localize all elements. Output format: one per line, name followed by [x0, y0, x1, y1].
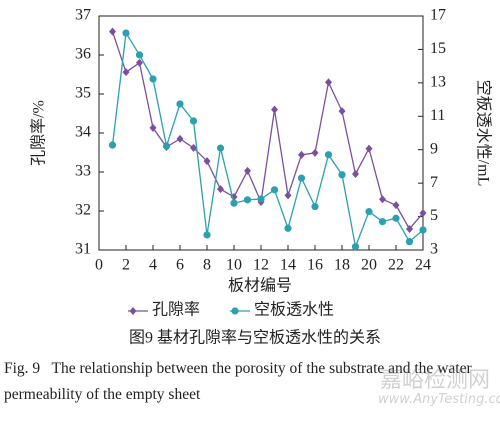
y2-tick-label: 11	[430, 107, 445, 124]
data-point	[406, 224, 413, 233]
data-point	[190, 143, 197, 152]
y-tick-label: 31	[75, 241, 91, 258]
watermark: 嘉峪检测网	[380, 368, 491, 393]
x-tick-label: 12	[253, 257, 269, 274]
y-axis-label: 孔隙率/%	[30, 100, 48, 166]
x-tick-label: 24	[415, 257, 431, 274]
data-point	[338, 107, 346, 116]
legend-label: 空板透水性	[254, 301, 334, 319]
chart: 板材编号 孔隙率/% 空板透水性/mL 图9 基材孔隙率与空板透水性的关系 31…	[30, 7, 493, 347]
y2-tick-label: 5	[430, 207, 438, 224]
data-point	[392, 201, 400, 210]
data-point	[162, 142, 171, 150]
legend-marker	[231, 307, 239, 315]
data-point	[311, 148, 319, 157]
data-point	[216, 144, 225, 152]
data-point	[271, 105, 278, 114]
data-point	[352, 169, 359, 178]
data-point	[325, 78, 332, 87]
data-point	[378, 217, 387, 226]
data-point	[244, 166, 251, 175]
data-point	[297, 174, 306, 182]
data-point	[149, 75, 157, 83]
data-point	[284, 191, 292, 200]
y2-tick-label: 17	[430, 7, 446, 24]
x-tick-label: 20	[361, 257, 377, 274]
series-line	[111, 31, 424, 231]
data-point	[203, 157, 211, 166]
x-tick-label: 22	[388, 257, 404, 274]
data-point	[284, 224, 292, 232]
legend-label: 孔隙率	[152, 301, 200, 319]
x-tick-label: 4	[149, 257, 157, 274]
y-tick-label: 32	[75, 202, 91, 219]
x-tick-label: 8	[203, 257, 211, 274]
legend-marker	[129, 307, 137, 315]
x-tick-label: 18	[334, 257, 350, 274]
data-point	[392, 214, 400, 222]
data-point	[351, 243, 360, 251]
y2-tick-label: 9	[430, 140, 438, 157]
x-axis-label: 板材编号	[228, 277, 292, 295]
data-point	[419, 208, 427, 217]
data-point	[311, 202, 319, 211]
x-tick-label: 10	[226, 257, 242, 274]
y-tick-label: 35	[75, 85, 91, 102]
data-point	[189, 117, 198, 125]
data-point	[230, 199, 238, 207]
x-tick-label: 14	[280, 257, 296, 274]
y2-axis-label: 空板透水性/mL	[474, 80, 492, 187]
data-point	[338, 171, 346, 179]
y2-tick-label: 13	[430, 74, 446, 91]
watermark: www.AnyTesting.com	[378, 392, 500, 407]
caption: 图9 基材孔隙率与空板透水性的关系	[129, 329, 381, 347]
data-point	[203, 231, 211, 239]
y2-tick-label: 7	[430, 174, 438, 191]
y2-tick-label: 15	[430, 40, 446, 57]
data-point	[257, 195, 265, 203]
y-tick-label: 37	[75, 7, 91, 24]
data-point	[135, 51, 144, 59]
series-line	[111, 31, 424, 250]
data-point	[149, 123, 157, 132]
data-point	[122, 29, 130, 37]
x-tick-label: 0	[95, 257, 103, 274]
x-tick-label: 2	[122, 257, 130, 274]
data-point	[109, 27, 116, 36]
x-tick-label: 6	[176, 257, 184, 274]
data-point	[365, 144, 373, 153]
data-point	[405, 238, 414, 246]
data-point	[270, 186, 279, 194]
data-point	[298, 150, 305, 159]
y-tick-label: 33	[75, 163, 91, 180]
data-point	[379, 195, 386, 204]
data-point	[122, 68, 130, 77]
data-point	[365, 207, 373, 216]
data-point	[324, 151, 333, 159]
y2-tick-label: 3	[430, 241, 438, 258]
data-point	[176, 100, 184, 108]
data-point	[419, 226, 427, 234]
y-tick-label: 36	[75, 46, 91, 63]
y-tick-label: 34	[75, 124, 91, 141]
data-point	[217, 185, 224, 194]
data-point	[136, 58, 143, 67]
data-point	[176, 134, 184, 143]
caption-en: Fig. 9 The relationship between the poro…	[4, 360, 476, 403]
x-tick-label: 16	[307, 257, 323, 274]
data-point	[108, 141, 117, 149]
data-point	[243, 196, 252, 204]
